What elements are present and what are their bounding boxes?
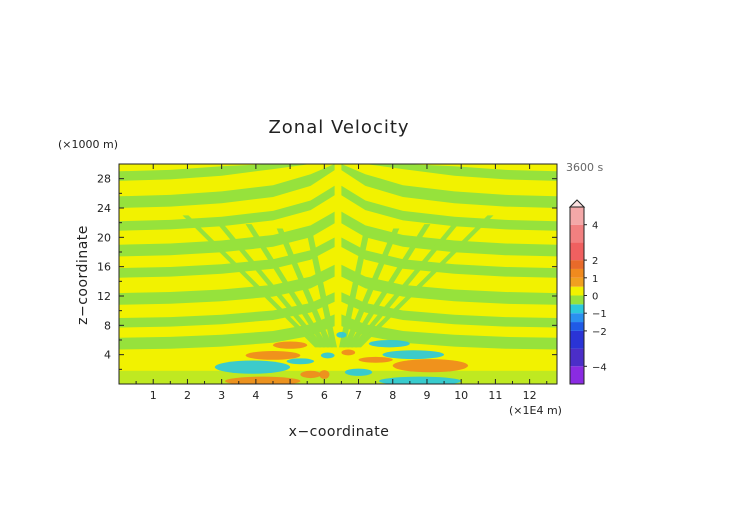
x-tick-label: 8 <box>389 389 396 402</box>
velocity-band <box>119 237 335 278</box>
x-tick-label: 3 <box>218 389 225 402</box>
colorbar-tick-label: 4 <box>592 221 598 232</box>
colorbar-swatch <box>570 304 584 314</box>
colorbar-swatch <box>570 242 584 261</box>
velocity-lobe <box>392 359 469 373</box>
colorbar-swatch <box>570 366 584 384</box>
colorbar: 4 2 1 0 −1 −2 −4 <box>568 199 607 385</box>
velocity-band-bottom <box>119 370 557 384</box>
colorbar-tick-label: 0 <box>592 292 598 303</box>
y-tick-label: 24 <box>97 202 111 215</box>
velocity-lobe <box>319 370 330 379</box>
y-tick-label: 16 <box>97 261 111 274</box>
velocity-finger <box>347 224 431 348</box>
velocity-finger <box>351 219 463 348</box>
colorbar-swatch <box>570 207 584 225</box>
velocity-band <box>341 211 557 257</box>
colorbar-tick-label: −1 <box>592 309 607 320</box>
x-tick-label: 4 <box>252 389 259 402</box>
x-axis-title: x−coordinate <box>289 424 390 440</box>
x-tick-label: 2 <box>184 389 191 402</box>
velocity-band <box>119 164 335 208</box>
velocity-lobe <box>358 356 393 363</box>
colorbar-swatch <box>570 268 584 278</box>
velocity-lobe <box>368 340 410 348</box>
colorbar-swatch <box>570 277 584 287</box>
velocity-finger <box>213 219 325 348</box>
y-unit-label: (×1000 m) <box>58 138 118 151</box>
velocity-band <box>341 164 557 181</box>
velocity-band <box>341 292 557 328</box>
colorbar-tick-label: −2 <box>592 327 607 338</box>
x-tick-label: 12 <box>523 389 537 402</box>
velocity-band <box>119 211 335 257</box>
colorbar-extension-triangle <box>568 199 586 208</box>
x-unit-label: (×1E4 m) <box>509 404 562 417</box>
velocity-lobe <box>320 352 335 359</box>
x-tick-label: 9 <box>423 389 430 402</box>
velocity-lobe <box>336 331 347 338</box>
y-axis-ticks: 4 8 12 16 20 24 28 <box>97 173 557 370</box>
velocity-finger <box>182 215 321 348</box>
velocity-finger <box>339 232 370 348</box>
time-label: 3600 s <box>566 161 603 174</box>
velocity-band <box>119 164 335 181</box>
velocity-finger <box>245 224 329 348</box>
x-tick-label: 5 <box>287 389 294 402</box>
velocity-lobe <box>245 351 301 360</box>
velocity-finger <box>306 232 337 348</box>
velocity-band <box>341 237 557 278</box>
colorbar-swatch <box>570 322 584 331</box>
colorbar-swatch <box>570 348 584 367</box>
y-tick-label: 8 <box>104 319 111 332</box>
x-tick-label: 6 <box>321 389 328 402</box>
colorbar-swatch <box>570 295 584 305</box>
velocity-lobe <box>214 360 291 374</box>
velocity-finger <box>276 228 333 348</box>
colorbar-swatch <box>570 260 584 269</box>
x-axis-ticks: 1 2 3 4 5 6 7 8 9 10 11 12 <box>135 164 548 402</box>
colorbar-tick-label: −4 <box>592 362 607 373</box>
y-axis-title: z−coordinate <box>75 225 91 325</box>
chart-title: Zonal Velocity <box>268 117 409 138</box>
colorbar-swatch <box>570 313 584 323</box>
velocity-finger <box>343 228 400 348</box>
velocity-lobe <box>379 376 462 384</box>
velocity-lobe <box>272 341 308 349</box>
x-tick-label: 7 <box>355 389 362 402</box>
velocity-lobe <box>300 370 321 379</box>
velocity-band <box>119 185 335 231</box>
velocity-lobe <box>341 349 356 356</box>
colorbar-swatch <box>570 330 584 349</box>
velocity-band <box>119 292 335 328</box>
velocity-band <box>341 185 557 231</box>
colorbar-swatch <box>570 286 584 296</box>
plot-frame <box>118 163 558 385</box>
colorbar-swatch <box>570 224 584 243</box>
y-tick-label: 20 <box>97 231 111 244</box>
colorbar-tick-label: 2 <box>592 256 598 267</box>
y-tick-label: 4 <box>104 349 111 362</box>
velocity-band <box>341 164 557 208</box>
velocity-band <box>119 314 335 350</box>
velocity-lobe <box>286 358 315 365</box>
velocity-lobe <box>225 376 301 384</box>
velocity-finger <box>355 215 494 348</box>
x-tick-label: 11 <box>488 389 502 402</box>
velocity-lobe <box>344 368 373 376</box>
y-tick-label: 12 <box>97 290 111 303</box>
colorbar-tick-label: 1 <box>592 274 598 285</box>
x-tick-label: 1 <box>150 389 157 402</box>
y-tick-label: 28 <box>97 173 111 186</box>
plot-area <box>119 164 557 384</box>
velocity-lobes <box>214 331 469 384</box>
velocity-lobe <box>382 350 445 360</box>
x-tick-label: 10 <box>454 389 468 402</box>
